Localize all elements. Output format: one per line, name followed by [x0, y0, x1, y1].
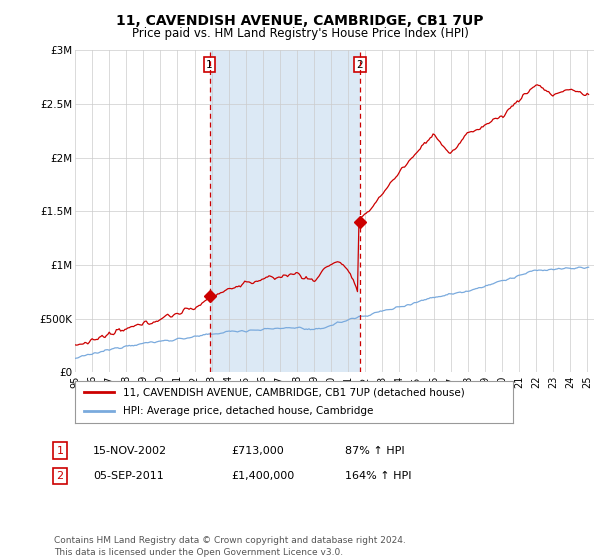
Text: HPI: Average price, detached house, Cambridge: HPI: Average price, detached house, Camb…: [123, 407, 374, 417]
Text: 2: 2: [356, 60, 363, 70]
Text: Contains HM Land Registry data © Crown copyright and database right 2024.
This d: Contains HM Land Registry data © Crown c…: [54, 536, 406, 557]
Text: 11, CAVENDISH AVENUE, CAMBRIDGE, CB1 7UP: 11, CAVENDISH AVENUE, CAMBRIDGE, CB1 7UP: [116, 14, 484, 28]
Text: Price paid vs. HM Land Registry's House Price Index (HPI): Price paid vs. HM Land Registry's House …: [131, 27, 469, 40]
Text: 05-SEP-2011: 05-SEP-2011: [93, 471, 164, 481]
Text: 15-NOV-2002: 15-NOV-2002: [93, 446, 167, 456]
Text: £1,400,000: £1,400,000: [231, 471, 294, 481]
Bar: [209, 50, 359, 372]
Text: 1: 1: [206, 60, 213, 70]
Text: £713,000: £713,000: [231, 446, 284, 456]
Text: 2: 2: [56, 471, 64, 481]
Text: 87% ↑ HPI: 87% ↑ HPI: [345, 446, 404, 456]
Text: 11, CAVENDISH AVENUE, CAMBRIDGE, CB1 7UP (detached house): 11, CAVENDISH AVENUE, CAMBRIDGE, CB1 7UP…: [123, 387, 465, 397]
Text: 1: 1: [56, 446, 64, 456]
Text: 164% ↑ HPI: 164% ↑ HPI: [345, 471, 412, 481]
